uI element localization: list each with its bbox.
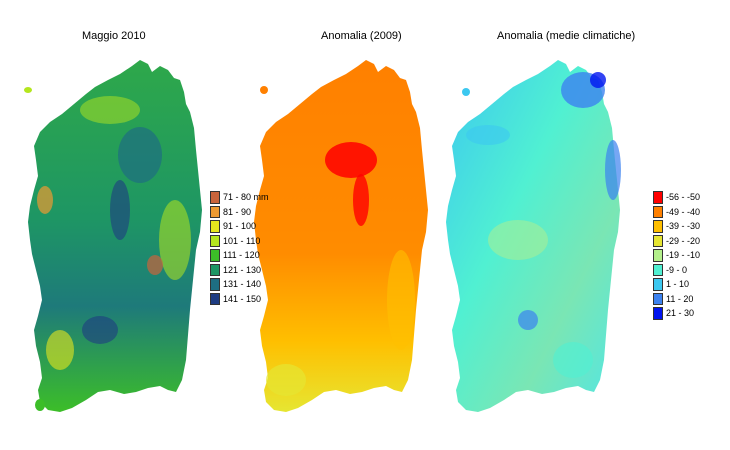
legend-swatch [653,292,663,305]
legend-swatch [653,191,663,204]
legend-label: 111 - 120 [223,250,260,261]
legend-label: -9 - 0 [666,264,688,275]
legend-swatch [653,307,663,320]
legend-row: -19 - -10 [653,248,700,263]
legend-swatch [210,205,220,218]
legend-anomaly: -56 - -50 -49 - -40 -39 - -30 -29 - -20 -19 … [653,190,700,321]
map-anomalia-2009 [254,60,428,412]
legend-label: 121 - 130 [223,264,262,275]
legend-swatch [210,263,220,276]
legend-row: 1 - 10 [653,277,700,292]
legend-label: 21 - 30 [666,308,695,319]
legend-label: 11 - 20 [666,293,694,304]
legend-row: -29 - -20 [653,234,700,249]
legend-swatch [210,191,220,204]
legend-swatch [210,278,220,291]
legend-row: 81 - 90 [210,205,269,220]
legend-label: -39 - -30 [666,221,701,232]
legend-row: -56 - -50 [653,190,700,205]
legend-swatch [653,249,663,262]
legend-swatch [210,234,220,247]
legend-label: -29 - -20 [666,235,701,246]
map-title-maggio: Maggio 2010 [82,30,146,42]
map-title-anomalia-2009: Anomalia (2009) [321,30,402,42]
legend-label: -49 - -40 [666,206,701,217]
legend-swatch [653,205,663,218]
legend-swatch [210,249,220,262]
legend-row: 91 - 100 [210,219,269,234]
legend-row: 11 - 20 [653,292,700,307]
legend-row: 141 - 150 [210,292,269,307]
legend-row: 111 - 120 [210,248,269,263]
legend-swatch [653,278,663,291]
legend-label: -19 - -10 [666,250,701,261]
legend-row: 21 - 30 [653,306,700,321]
legend-label: 101 - 110 [223,235,261,246]
map-anomalia-climatiche [446,60,621,412]
map-title-anomalia-climatiche: Anomalia (medie climatiche) [497,30,636,42]
legend-row: -39 - -30 [653,219,700,234]
legend-precipitation: 71 - 80 mm 81 - 90 91 - 100 101 - 110 111 - … [210,190,269,306]
legend-row: -9 - 0 [653,263,700,278]
legend-swatch [653,263,663,276]
legend-swatch [210,220,220,233]
map-maggio-2010 [24,60,202,412]
legend-swatch [210,292,220,305]
legend-row: -49 - -40 [653,205,700,220]
legend-label: 71 - 80 mm [223,192,269,203]
legend-swatch [653,220,663,233]
legend-row: 121 - 130 [210,263,269,278]
legend-label: -56 - -50 [666,192,701,203]
legend-label: 1 - 10 [666,279,690,290]
legend-swatch [653,234,663,247]
legend-row: 131 - 140 [210,277,269,292]
legend-label: 131 - 140 [223,279,262,290]
legend-label: 141 - 150 [223,293,262,304]
legend-label: 91 - 100 [223,221,257,232]
legend-row: 71 - 80 mm [210,190,269,205]
legend-label: 81 - 90 [223,206,252,217]
legend-row: 101 - 110 [210,234,269,249]
